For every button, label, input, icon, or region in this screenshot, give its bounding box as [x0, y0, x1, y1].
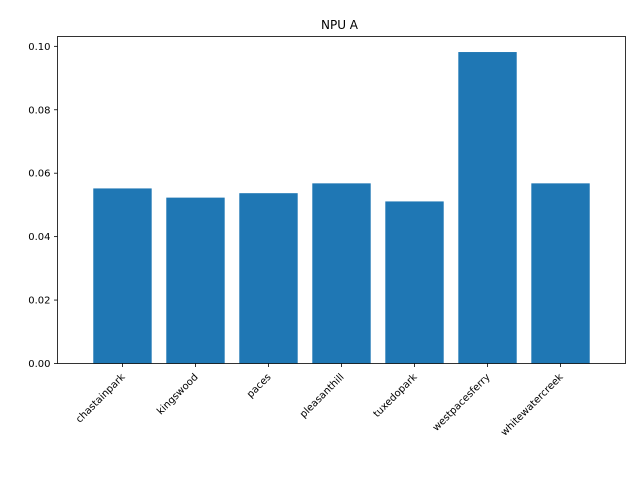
bar-whitewatercreek — [531, 183, 590, 364]
x-tick-label: westpacesferry — [431, 372, 493, 434]
x-tick-label: tuxedopark — [372, 372, 420, 420]
x-axis: chastainpark kingswood paces pleasanthill tu… — [74, 363, 566, 439]
bar-chastainpark — [93, 188, 152, 364]
bar-kingswood — [166, 197, 225, 364]
x-tick-label: pleasanthill — [298, 372, 347, 421]
y-tick-label: 0.10 — [28, 42, 50, 53]
x-tick-label: kingswood — [155, 372, 200, 417]
x-tick-label: chastainpark — [74, 372, 128, 426]
x-tick-label: paces — [245, 372, 274, 401]
y-tick-label: 0.00 — [28, 359, 50, 370]
bars-group — [93, 52, 590, 364]
chart-title: NPU A — [321, 18, 359, 32]
y-tick-label: 0.06 — [28, 169, 50, 180]
plot-frame — [57, 36, 626, 364]
bar-tuxedopark — [385, 201, 444, 364]
bar-paces — [239, 193, 298, 364]
bar-pleasanthill — [312, 183, 371, 364]
y-tick-label: 0.04 — [28, 232, 50, 243]
bar-westpacesferry — [458, 52, 517, 364]
y-tick-label: 0.02 — [28, 296, 50, 307]
y-tick-label: 0.08 — [28, 105, 50, 116]
x-tick-label: whitewatercreek — [499, 372, 566, 439]
y-axis: 0.00 0.02 0.04 0.06 0.08 0.10 — [28, 42, 58, 370]
